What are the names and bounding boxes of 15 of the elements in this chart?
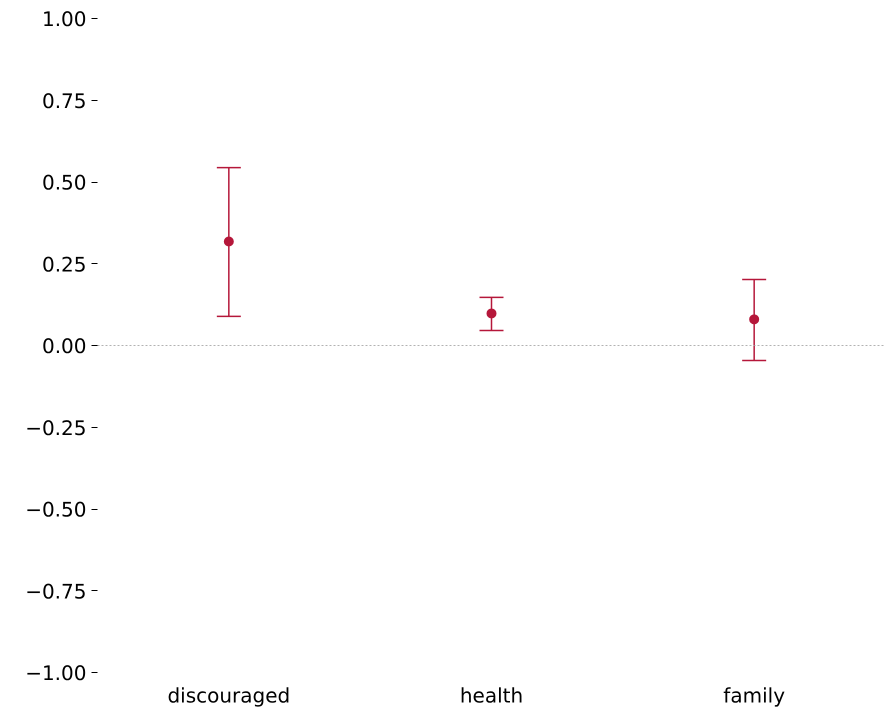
point: [749, 314, 760, 324]
x-tick-label: discouraged: [167, 684, 290, 708]
x-tick-label: health: [460, 684, 524, 708]
y-tick-label: 0.75: [42, 88, 86, 113]
x-tick-label: family: [723, 684, 786, 708]
y-tick-label: −0.75: [25, 579, 87, 604]
y-tick-label: −0.50: [25, 498, 87, 522]
y-tick-label: 0.50: [42, 170, 86, 194]
y-tick-label: −0.25: [25, 416, 87, 440]
y-tick-label: 0.00: [42, 334, 86, 358]
y-tick-label: 0.25: [42, 252, 86, 276]
y-tick-label: −1.00: [25, 661, 87, 685]
point: [486, 308, 496, 318]
point: [224, 236, 234, 247]
y-tick-label: 1.00: [42, 7, 86, 31]
